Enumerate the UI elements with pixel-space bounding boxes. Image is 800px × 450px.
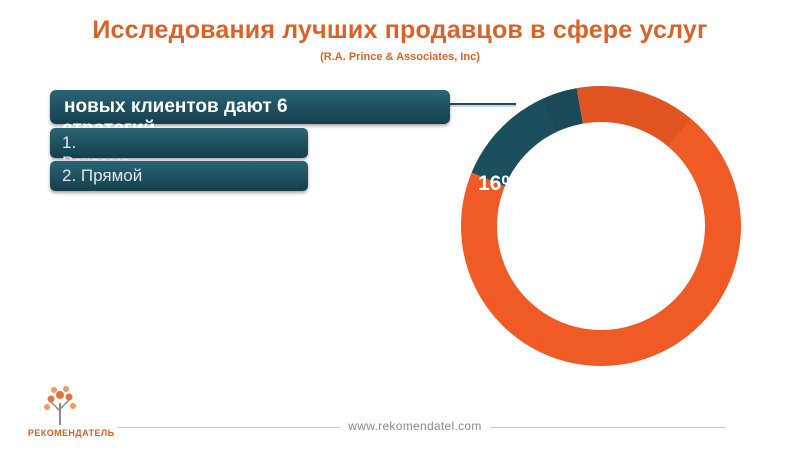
donut-slices [461,85,742,367]
footer-divider-right [490,427,726,428]
strategy-item-1: 1. Реклама - [50,128,308,172]
footer-url: www.rekomendatel.com [348,419,482,433]
footer-divider-left [118,427,340,428]
donut-shade [541,85,691,147]
donut-slice [471,88,583,187]
logo-text: РЕКОМЕНДАТЕЛЬ [28,428,115,438]
strategy-number: 2. Прямой [62,166,143,185]
strategy-item-2: 2. Прямой [50,161,308,191]
slide-subtitle: (R.A. Prince & Associates, Inc) [320,51,480,63]
slice-label: 16% [478,172,520,195]
header-bar-line1: новых клиентов дают 6 [64,96,288,117]
slide-title: Исследования лучших продавцов в сфере ус… [92,16,708,44]
header-bar: новых клиентов дают 6 стратегий [50,90,450,139]
tree-logo-icon [44,386,76,425]
strategy-number: 1. [62,133,77,152]
